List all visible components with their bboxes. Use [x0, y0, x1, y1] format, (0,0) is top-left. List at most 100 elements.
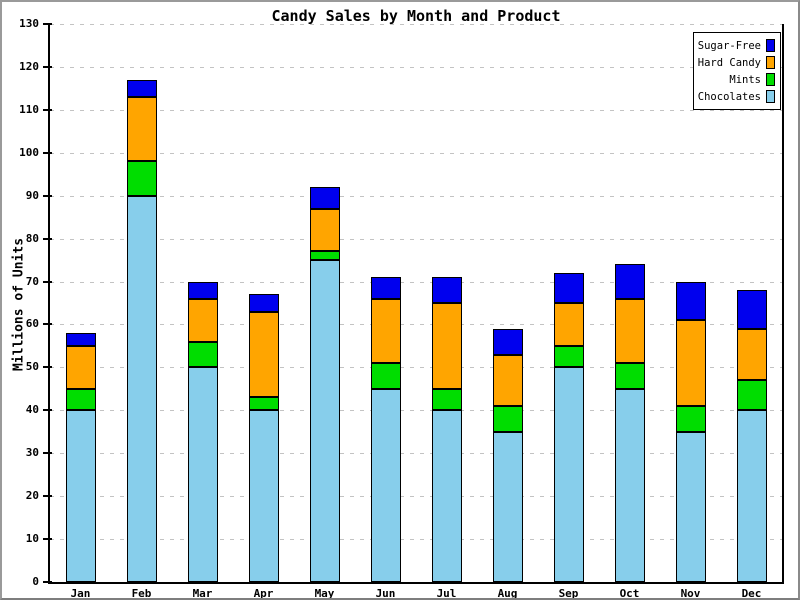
x-tick-label-Mar: Mar: [192, 587, 213, 600]
gridline-120: [50, 66, 782, 68]
bar-segment-Feb-hard-candy: [126, 96, 157, 162]
bar-segment-Oct-sugar-free: [614, 264, 645, 299]
bar-segment-Jul-sugar-free: [431, 277, 462, 303]
bar-segment-Nov-chocolates: [675, 431, 706, 582]
chart-title: Candy Sales by Month and Product: [271, 7, 561, 25]
bar-Aug: [492, 328, 523, 582]
bar-segment-Aug-sugar-free: [492, 328, 523, 355]
gridline-30: [50, 453, 782, 455]
legend-item-mints: Mints: [696, 71, 775, 88]
y-tick-90: [43, 194, 52, 197]
bar-segment-May-sugar-free: [309, 187, 340, 209]
gridline-100: [50, 152, 782, 154]
gridline-110: [50, 109, 782, 111]
bar-segment-Jun-hard-candy: [370, 298, 401, 364]
bar-segment-Nov-hard-candy: [675, 320, 706, 406]
x-tick-label-Nov: Nov: [680, 587, 701, 600]
bar-segment-Apr-mints: [248, 397, 279, 411]
y-tick-50: [43, 366, 52, 369]
x-tick-label-Apr: Apr: [253, 587, 274, 600]
bar-segment-Sep-sugar-free: [553, 272, 584, 303]
bar-segment-Jan-mints: [65, 388, 96, 411]
x-tick-label-Jan: Jan: [70, 587, 91, 600]
bar-Dec: [736, 290, 767, 582]
legend-swatch-mints: [766, 73, 775, 86]
gridline-80: [50, 238, 782, 240]
bar-Nov: [675, 281, 706, 582]
gridline-50: [50, 367, 782, 369]
bar-segment-Aug-hard-candy: [492, 354, 523, 406]
y-tick-label-20: 20: [25, 489, 39, 503]
gridline-60: [50, 324, 782, 326]
y-tick-label-10: 10: [25, 532, 39, 546]
x-tick-label-Sep: Sep: [558, 587, 579, 600]
bar-segment-Jan-hard-candy: [65, 345, 96, 389]
bar-segment-Jul-mints: [431, 388, 462, 411]
bar-segment-Dec-mints: [736, 380, 767, 411]
bar-Sep: [553, 272, 584, 582]
bar-segment-Oct-chocolates: [614, 388, 645, 582]
y-tick-label-80: 80: [25, 231, 39, 245]
gridline-10: [50, 539, 782, 541]
legend-item-hard-candy: Hard Candy: [696, 54, 775, 71]
bar-segment-Jun-mints: [370, 363, 401, 389]
legend-label: Sugar-Free: [697, 39, 761, 52]
bar-segment-Apr-hard-candy: [248, 311, 279, 398]
bar-Mar: [187, 281, 218, 582]
bar-segment-Oct-mints: [614, 363, 645, 389]
y-tick-130: [43, 23, 52, 25]
y-tick-70: [43, 280, 52, 283]
bar-Apr: [248, 294, 279, 582]
legend-item-sugar-free: Sugar-Free: [696, 37, 775, 54]
bar-segment-Sep-chocolates: [553, 367, 584, 582]
legend-label: Mints: [729, 73, 761, 86]
y-tick-label-70: 70: [25, 274, 39, 288]
y-tick-label-50: 50: [25, 360, 39, 374]
bar-segment-Sep-mints: [553, 345, 584, 368]
y-tick-120: [43, 65, 52, 68]
x-tick-label-May: May: [314, 587, 335, 600]
y-tick-10: [43, 538, 52, 541]
gridline-130: [50, 24, 782, 25]
bar-segment-Apr-chocolates: [248, 410, 279, 582]
bar-segment-Jan-chocolates: [65, 410, 96, 582]
y-tick-40: [43, 409, 52, 412]
bar-segment-Nov-sugar-free: [675, 281, 706, 321]
bar-segment-Mar-chocolates: [187, 367, 218, 582]
bar-segment-Aug-chocolates: [492, 431, 523, 582]
y-tick-30: [43, 452, 52, 455]
x-tick-label-Jun: Jun: [375, 587, 396, 600]
y-tick-60: [43, 323, 52, 326]
bar-segment-Aug-mints: [492, 406, 523, 432]
legend: Sugar-Free Hard Candy Mints Chocolates: [693, 32, 781, 110]
legend-label: Hard Candy: [697, 56, 761, 69]
gridline-90: [50, 195, 782, 197]
y-tick-label-130: 130: [19, 17, 39, 30]
legend-item-chocolates: Chocolates: [696, 88, 775, 105]
y-tick-label-30: 30: [25, 446, 39, 460]
bar-segment-Feb-chocolates: [126, 195, 157, 582]
bar-segment-Sep-hard-candy: [553, 302, 584, 346]
legend-swatch-hard-candy: [766, 56, 775, 69]
y-tick-label-0: 0: [32, 575, 39, 588]
bar-segment-Jun-chocolates: [370, 388, 401, 582]
gridline-20: [50, 496, 782, 498]
bar-Jun: [370, 277, 401, 582]
bar-Feb: [126, 79, 157, 582]
gridline-40: [50, 410, 782, 412]
x-tick-label-Feb: Feb: [131, 587, 152, 600]
bar-Jul: [431, 277, 462, 582]
y-tick-label-120: 120: [19, 59, 39, 73]
y-tick-label-110: 110: [19, 102, 39, 116]
y-tick-110: [43, 108, 52, 111]
y-tick-label-90: 90: [25, 188, 39, 202]
bar-segment-Jan-sugar-free: [65, 333, 96, 346]
bar-segment-Mar-mints: [187, 341, 218, 368]
bar-Oct: [614, 264, 645, 582]
bar-segment-Dec-hard-candy: [736, 328, 767, 381]
legend-swatch-sugar-free: [766, 39, 775, 52]
legend-swatch-chocolates: [766, 90, 775, 103]
bar-segment-May-mints: [309, 251, 340, 261]
bar-segment-Feb-sugar-free: [126, 79, 157, 97]
